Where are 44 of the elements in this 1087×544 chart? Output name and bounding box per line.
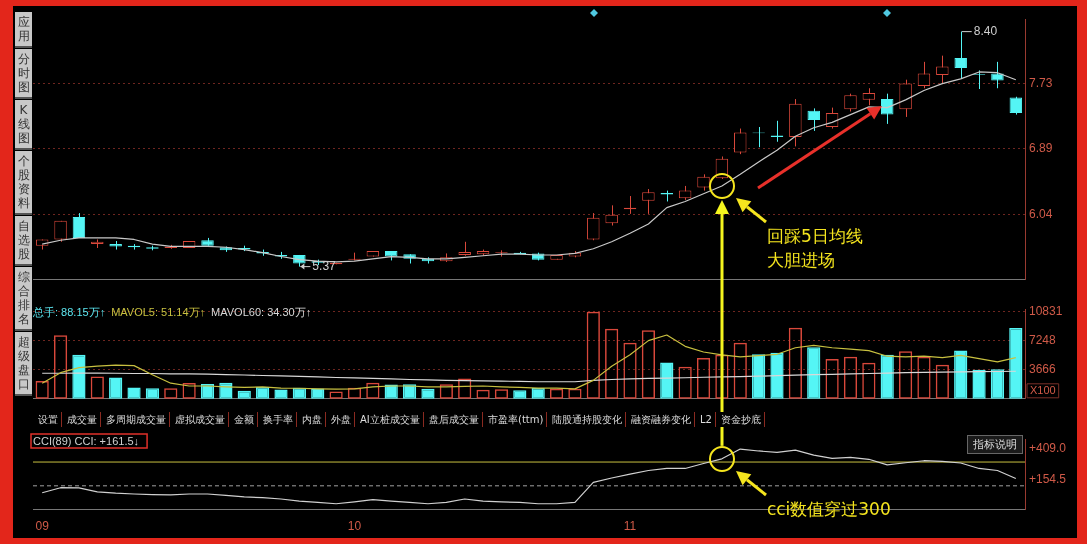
text: 总手: 88.15万↑ — [33, 306, 106, 319]
text: 超级盘口 — [15, 332, 32, 396]
text: 金额 — [231, 412, 258, 427]
x-tick-label: 09 — [35, 519, 50, 534]
text: K线图 — [15, 100, 32, 150]
text: MAVOL5: 51.14万↑ — [111, 306, 206, 319]
text: 自选股 — [15, 216, 32, 266]
y-tick-label: 7.73 — [1029, 75, 1053, 90]
y-tick-label: +409.0 — [1029, 441, 1067, 456]
y-tick-label: 10831 — [1029, 304, 1063, 319]
text: L2 — [697, 412, 716, 427]
y-tick-label: +154.5 — [1029, 471, 1067, 486]
text: 设置 — [35, 412, 62, 427]
annotation: 5.37 — [312, 258, 337, 273]
text: 资金抄底 — [718, 412, 765, 427]
text: 换手率 — [260, 412, 297, 427]
text: 内盘 — [299, 412, 326, 427]
text: 虚拟成交量 — [172, 412, 229, 427]
text: AI立桩成交量 — [357, 412, 424, 427]
y-tick-label: 6.89 — [1029, 141, 1053, 156]
text: 市盈率(ttm) — [485, 412, 548, 427]
y-tick-label: 3666 — [1029, 361, 1057, 376]
x-tick-label: 10 — [347, 519, 362, 534]
annotation: cci数值穿过300 — [766, 497, 891, 521]
annotation: 指标说明 — [967, 435, 1023, 455]
annotation: 8.40 — [973, 23, 998, 38]
text: MAVOL60: 34.30万↑ — [211, 306, 312, 319]
text: 多周期成交量 — [103, 412, 170, 427]
y-axis-title: X100 — [1030, 384, 1056, 397]
text: 分时图 — [15, 49, 32, 99]
text: 综合排名 — [15, 267, 32, 331]
x-tick-label: 11 — [623, 519, 637, 534]
text: CCI(89) CCI: +161.5↓ — [33, 435, 140, 448]
text: 融资融券变化 — [628, 412, 695, 427]
text: 个股资料 — [15, 151, 32, 215]
y-tick-label: 6.04 — [1029, 206, 1053, 221]
annotation: 回踩5日均线 — [766, 224, 863, 248]
annotation: 大胆进场 — [766, 248, 836, 272]
text: 陆股通持股变化 — [549, 412, 626, 427]
text: 成交量 — [64, 412, 101, 427]
y-tick-label: 7248 — [1029, 332, 1057, 347]
text: 外盘 — [328, 412, 355, 427]
text: 应用 — [15, 12, 32, 48]
text: 盘后成交量 — [426, 412, 483, 427]
